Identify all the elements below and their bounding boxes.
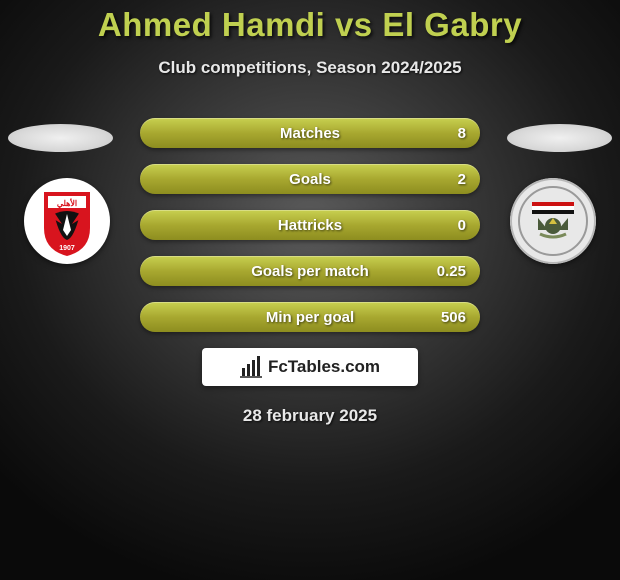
stat-label: Goals per match xyxy=(251,263,369,280)
al-ahly-crest-icon: الأهلي 1907 xyxy=(24,178,110,264)
club-logo-right xyxy=(510,178,596,264)
date-label: 28 february 2025 xyxy=(0,406,620,426)
stat-value-right: 8 xyxy=(458,125,466,142)
stat-label: Matches xyxy=(280,125,340,142)
stat-bar-hattricks: Hattricks 0 xyxy=(140,210,480,240)
branding-badge: FcTables.com xyxy=(202,348,418,386)
stat-bar-matches: Matches 8 xyxy=(140,118,480,148)
el-gaish-crest-icon xyxy=(510,178,596,264)
stat-value-right: 2 xyxy=(458,171,466,188)
branding-text: FcTables.com xyxy=(268,357,380,377)
stat-bar-goals-per-match: Goals per match 0.25 xyxy=(140,256,480,286)
svg-text:1907: 1907 xyxy=(59,245,75,252)
svg-text:الأهلي: الأهلي xyxy=(57,197,77,209)
stat-bar-min-per-goal: Min per goal 506 xyxy=(140,302,480,332)
stat-bar-goals: Goals 2 xyxy=(140,164,480,194)
stat-value-right: 0.25 xyxy=(437,263,466,280)
bar-chart-icon xyxy=(240,356,262,378)
player-ellipse-right xyxy=(507,124,612,152)
club-logo-left: الأهلي 1907 xyxy=(24,178,110,264)
stat-label: Goals xyxy=(289,171,331,188)
stat-label: Hattricks xyxy=(278,217,342,234)
infographic-content: Ahmed Hamdi vs El Gabry Club competition… xyxy=(0,0,620,580)
player-ellipse-left xyxy=(8,124,113,152)
page-title: Ahmed Hamdi vs El Gabry xyxy=(0,6,620,44)
page-subtitle: Club competitions, Season 2024/2025 xyxy=(0,58,620,78)
stat-label: Min per goal xyxy=(266,309,354,326)
stat-bars: Matches 8 Goals 2 Hattricks 0 Goals per … xyxy=(140,118,480,332)
stat-value-right: 506 xyxy=(441,309,466,326)
stat-value-right: 0 xyxy=(458,217,466,234)
